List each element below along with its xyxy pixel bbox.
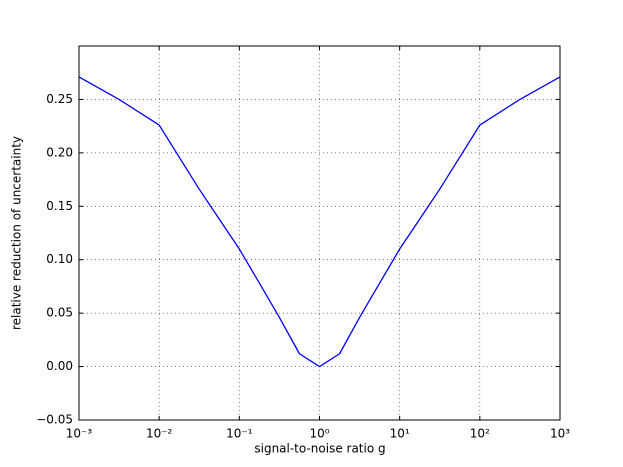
y-tick-label: 0.25 <box>46 92 73 106</box>
y-tick-label: 0.20 <box>46 145 73 159</box>
x-tick-label: 10² <box>470 427 490 441</box>
plot-frame <box>78 45 561 421</box>
y-tick-label: −0.05 <box>36 413 73 427</box>
y-tick-label: 0.15 <box>46 199 73 213</box>
x-tick-label: 10⁻³ <box>66 427 93 441</box>
y-tick-label: 0.00 <box>46 359 73 373</box>
x-tick-label: 10¹ <box>390 427 410 441</box>
x-tick-label: 10⁰ <box>309 427 329 441</box>
y-axis-label: relative reduction of uncertainty <box>10 136 24 330</box>
y-tick-label: 0.10 <box>46 252 73 266</box>
y-tick-label: 0.05 <box>46 306 73 320</box>
x-axis-label: signal-to-noise ratio g <box>254 442 385 456</box>
x-tick-label: 10⁻¹ <box>226 427 253 441</box>
x-tick-label: 10⁻² <box>146 427 173 441</box>
line-series <box>78 76 561 368</box>
x-tick-label: 10³ <box>550 427 570 441</box>
